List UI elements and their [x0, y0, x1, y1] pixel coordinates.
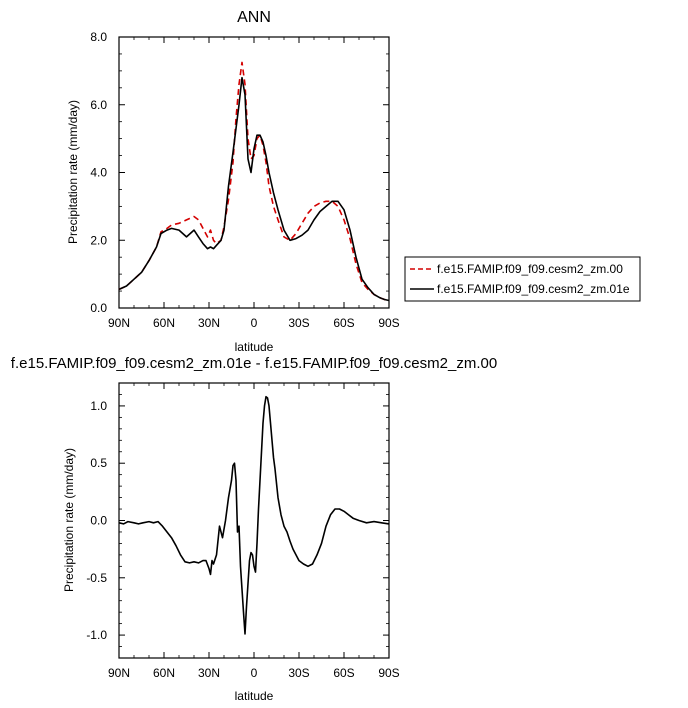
x-axis-label: latitude [235, 689, 274, 703]
chart-title: f.e15.FAMIP.f09_f09.cesm2_zm.01e - f.e15… [11, 355, 497, 372]
series-layer [118, 395, 390, 635]
y-tick-label: 0.5 [90, 456, 107, 470]
series-line-1 [118, 61, 390, 302]
x-tick-label: 90N [108, 666, 130, 680]
x-tick-label: 0 [251, 666, 258, 680]
y-axis-label: Precipitation rate (mm/day) [62, 448, 76, 592]
chart-title: ANN [237, 9, 271, 26]
x-tick-label: 30S [288, 316, 309, 330]
y-tick-label: -0.5 [86, 571, 107, 585]
y-tick-label: 6.0 [90, 98, 107, 112]
bottom-panel: f.e15.FAMIP.f09_f09.cesm2_zm.01e - f.e15… [11, 355, 497, 703]
x-tick-label: 90S [378, 666, 399, 680]
y-tick-label: 4.0 [90, 166, 107, 180]
x-axis-label: latitude [235, 340, 274, 354]
x-tick-label: 90S [378, 316, 399, 330]
x-tick-label: 60S [333, 666, 354, 680]
y-tick-label: 0.0 [90, 301, 107, 315]
x-tick-label: 30N [198, 666, 220, 680]
y-tick-label: 2.0 [90, 233, 107, 247]
y-tick-label: 8.0 [90, 30, 107, 44]
x-tick-label: 90N [108, 316, 130, 330]
y-tick-label: 0.0 [90, 514, 107, 528]
series-layer [118, 61, 390, 302]
x-tick-label: 60N [153, 666, 175, 680]
x-tick-label: 30N [198, 316, 220, 330]
y-tick-label: 1.0 [90, 399, 107, 413]
plot-frame [118, 382, 390, 659]
series-line-1 [118, 395, 390, 635]
x-tick-label: 60N [153, 316, 175, 330]
x-tick-label: 0 [251, 316, 258, 330]
legend: f.e15.FAMIP.f09_f09.cesm2_zm.00 f.e15.FA… [404, 256, 641, 302]
legend-label-series-2: f.e15.FAMIP.f09_f09.cesm2_zm.01e [437, 282, 630, 296]
axis-ticks: 90N 60N 30N 0 30S 60S 90S -1.0 -0.5 0.0 0.5 1.0 [86, 382, 400, 680]
top-panel: ANN 90N 60N 30N 0 30S 60S 90S 0.0 2.0 4.0 6.0 8.0 l… [66, 9, 400, 354]
legend-box [404, 256, 641, 302]
legend-label-series-1: f.e15.FAMIP.f09_f09.cesm2_zm.00 [437, 262, 623, 276]
axis-ticks: 90N 60N 30N 0 30S 60S 90S 0.0 2.0 4.0 6.0 8.0 [90, 30, 399, 330]
x-tick-label: 30S [288, 666, 309, 680]
x-tick-label: 60S [333, 316, 354, 330]
y-axis-label: Precipitation rate (mm/day) [66, 100, 80, 244]
y-tick-label: -1.0 [86, 628, 107, 642]
series-line-2 [118, 76, 390, 302]
plot-frame [118, 36, 390, 309]
